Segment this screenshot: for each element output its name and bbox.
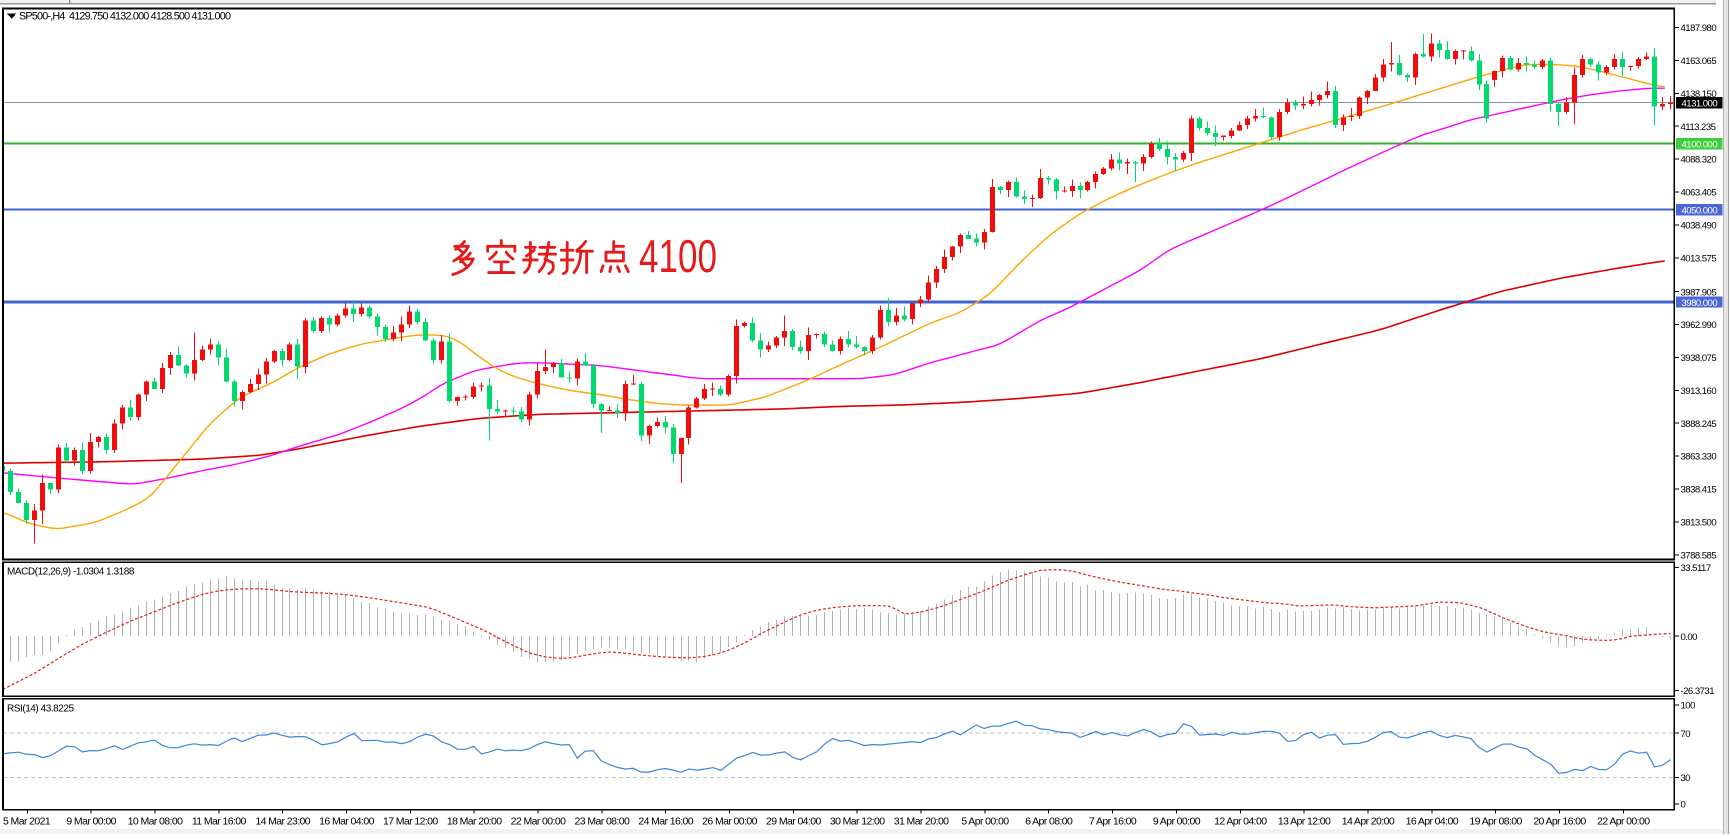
- svg-text:22 Apr 00:00: 22 Apr 00:00: [1597, 816, 1650, 828]
- svg-text:30 Mar 12:00: 30 Mar 12:00: [830, 816, 885, 828]
- svg-text:RSI(14) 43.8225: RSI(14) 43.8225: [7, 703, 75, 714]
- svg-text:23 Mar 08:00: 23 Mar 08:00: [575, 816, 630, 828]
- svg-text:9 Mar 00:00: 9 Mar 00:00: [66, 816, 116, 828]
- svg-text:4100.000: 4100.000: [1682, 139, 1718, 150]
- svg-text:3962.990: 3962.990: [1681, 320, 1717, 331]
- svg-text:70: 70: [1681, 729, 1691, 740]
- svg-text:5 Apr 00:00: 5 Apr 00:00: [961, 816, 1009, 828]
- svg-text:3913.160: 3913.160: [1681, 386, 1717, 397]
- svg-text:13 Apr 12:00: 13 Apr 12:00: [1278, 816, 1331, 828]
- svg-text:4088.320: 4088.320: [1681, 155, 1717, 166]
- svg-text:33.5117: 33.5117: [1681, 563, 1711, 574]
- svg-text:7 Apr 16:00: 7 Apr 16:00: [1089, 816, 1137, 828]
- svg-text:22 Mar 00:00: 22 Mar 00:00: [511, 816, 566, 828]
- svg-text:6 Apr 08:00: 6 Apr 08:00: [1025, 816, 1073, 828]
- svg-text:26 Mar 00:00: 26 Mar 00:00: [702, 816, 757, 828]
- svg-text:20 Apr 16:00: 20 Apr 16:00: [1533, 816, 1586, 828]
- svg-text:17 Mar 12:00: 17 Mar 12:00: [383, 816, 438, 828]
- svg-text:19 Apr 08:00: 19 Apr 08:00: [1469, 816, 1522, 828]
- svg-text:10 Mar 08:00: 10 Mar 08:00: [128, 816, 183, 828]
- svg-text:4038.490: 4038.490: [1681, 221, 1717, 232]
- svg-text:3788.585: 3788.585: [1681, 550, 1717, 561]
- svg-text:4013.575: 4013.575: [1681, 253, 1717, 264]
- svg-text:4100: 4100: [639, 230, 717, 282]
- svg-text:4063.405: 4063.405: [1681, 188, 1717, 199]
- svg-text:3838.415: 3838.415: [1681, 485, 1717, 496]
- svg-text:3980.000: 3980.000: [1682, 298, 1718, 309]
- svg-text:5 Mar 2021: 5 Mar 2021: [3, 816, 51, 828]
- svg-text:30: 30: [1681, 773, 1691, 784]
- svg-text:100: 100: [1681, 701, 1696, 712]
- svg-text:4113.235: 4113.235: [1681, 122, 1716, 133]
- svg-text:SP500-,H4 4129.750 4132.000 4: SP500-,H4 4129.750 4132.000 4128.500 413…: [19, 11, 231, 23]
- svg-text:31 Mar 20:00: 31 Mar 20:00: [894, 816, 949, 828]
- svg-text:3987.905: 3987.905: [1681, 287, 1717, 298]
- svg-text:11 Mar 16:00: 11 Mar 16:00: [192, 816, 247, 828]
- svg-text:0.00: 0.00: [1681, 632, 1698, 643]
- svg-text:-26.3731: -26.3731: [1681, 686, 1715, 697]
- svg-text:9 Apr 00:00: 9 Apr 00:00: [1153, 816, 1201, 828]
- svg-text:4187.980: 4187.980: [1681, 23, 1717, 34]
- svg-text:12 Apr 04:00: 12 Apr 04:00: [1214, 816, 1267, 828]
- svg-text:0: 0: [1681, 800, 1686, 811]
- svg-text:4050.000: 4050.000: [1682, 205, 1718, 216]
- svg-text:3813.500: 3813.500: [1681, 518, 1717, 529]
- svg-text:3938.075: 3938.075: [1681, 353, 1717, 364]
- svg-text:4163.065: 4163.065: [1681, 56, 1717, 67]
- svg-text:3888.245: 3888.245: [1681, 419, 1717, 430]
- svg-text:18 Mar 20:00: 18 Mar 20:00: [447, 816, 502, 828]
- svg-text:16 Mar 04:00: 16 Mar 04:00: [319, 816, 374, 828]
- svg-text:3863.330: 3863.330: [1681, 452, 1717, 463]
- svg-text:14 Mar 23:00: 14 Mar 23:00: [255, 816, 310, 828]
- svg-text:16 Apr 04:00: 16 Apr 04:00: [1406, 816, 1459, 828]
- svg-text:29 Mar 04:00: 29 Mar 04:00: [766, 816, 821, 828]
- svg-text:14 Apr 20:00: 14 Apr 20:00: [1342, 816, 1395, 828]
- svg-text:24 Mar 16:00: 24 Mar 16:00: [638, 816, 693, 828]
- svg-text:MACD(12,26,9) -1.0304 1.3188: MACD(12,26,9) -1.0304 1.3188: [7, 567, 135, 578]
- svg-text:4131.000: 4131.000: [1682, 98, 1718, 109]
- svg-text:4138.150: 4138.150: [1681, 89, 1717, 100]
